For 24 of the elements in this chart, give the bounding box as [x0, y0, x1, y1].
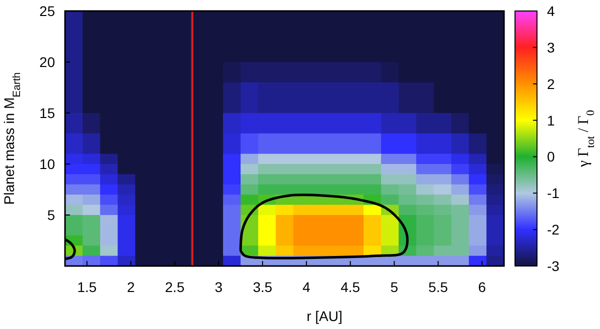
- color-bar-label: 4: [547, 3, 555, 19]
- x-tick-label: 3.5: [252, 279, 272, 295]
- x-tick-label: 2: [126, 279, 135, 295]
- y-tick-label: 15: [39, 105, 56, 121]
- y-tick-label: 25: [39, 3, 56, 19]
- x-tick-label: 4: [302, 279, 311, 295]
- x-tick-label: 5: [390, 279, 398, 295]
- y-tick-label: 20: [39, 54, 56, 70]
- x-tick-label: 1.5: [77, 279, 97, 295]
- color-bar-label: 1: [547, 112, 555, 128]
- x-tick-label: 2.5: [165, 279, 185, 295]
- y-tick-label: 10: [39, 156, 56, 172]
- y-tick-label: 5: [47, 207, 56, 223]
- color-bar-label: -2: [547, 222, 560, 238]
- x-axis-title: r [AU]: [306, 308, 342, 324]
- x-tick-label: 6: [478, 279, 486, 295]
- x-tick-label: 3: [214, 279, 223, 295]
- x-tick-label: 5.5: [428, 279, 448, 295]
- color-bar-label: -3: [547, 258, 560, 274]
- color-bar-label: 3: [547, 39, 555, 56]
- x-tick-label: 4.5: [340, 279, 360, 295]
- color-bar-label: 2: [547, 76, 555, 92]
- color-bar-label: 0: [547, 148, 555, 165]
- color-bar-label: -1: [547, 185, 560, 202]
